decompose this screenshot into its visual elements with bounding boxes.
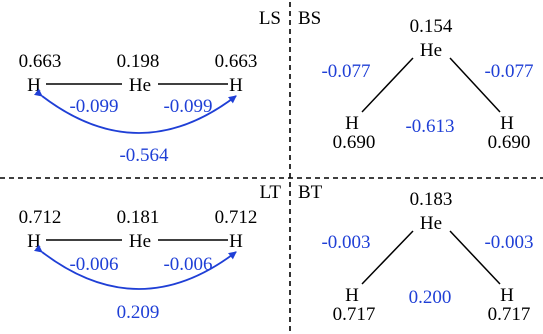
atom-bs-h-left: H — [345, 113, 359, 134]
spin-lt-he: 0.181 — [117, 207, 160, 228]
arc-ls-h-h — [34, 88, 237, 134]
panel-tag-bs: BS — [298, 8, 321, 29]
bond-bs-left — [361, 57, 414, 113]
atom-bt-h-left: H — [345, 285, 359, 306]
atom-ls-he: He — [129, 75, 151, 96]
coupling-ls-h-h: -0.564 — [119, 145, 169, 166]
coupling-lt-left: -0.006 — [69, 254, 118, 275]
atom-bt-h-right: H — [500, 285, 514, 306]
atom-lt-he: He — [129, 231, 151, 252]
panel-lt: LT 0.712 0.181 0.712 H He H -0.006 -0.00… — [19, 182, 282, 323]
arc-lt-h-h — [34, 244, 237, 290]
spin-bt-h-right: 0.717 — [488, 304, 531, 325]
atom-lt-h-right: H — [229, 231, 243, 252]
coupling-bt-left: -0.003 — [321, 232, 370, 253]
spin-lt-h-left: 0.712 — [19, 207, 62, 228]
spin-lt-h-right: 0.712 — [215, 207, 258, 228]
spin-ls-he: 0.198 — [117, 51, 160, 72]
panel-bt: BT 0.183 He -0.003 -0.003 H H 0.717 0.71… — [298, 182, 534, 325]
bond-bs-right — [449, 57, 501, 113]
spin-bs-h-left: 0.690 — [333, 132, 376, 153]
atom-bs-he: He — [420, 40, 442, 61]
spin-ls-h-right: 0.663 — [215, 51, 258, 72]
panel-tag-bt: BT — [298, 182, 323, 203]
spin-bs-he: 0.154 — [410, 16, 453, 37]
panel-tag-lt: LT — [260, 182, 282, 203]
coupling-bs-right: -0.077 — [484, 61, 533, 82]
bond-bt-right — [449, 230, 501, 285]
coupling-bs-left: -0.077 — [321, 61, 370, 82]
spin-bt-h-left: 0.717 — [333, 304, 376, 325]
atom-bt-he: He — [420, 213, 442, 234]
coupling-bt-right: -0.003 — [484, 232, 533, 253]
atom-ls-h-left: H — [27, 75, 41, 96]
atom-bs-h-right: H — [500, 113, 514, 134]
spin-ls-h-left: 0.663 — [19, 51, 62, 72]
spin-bt-he: 0.183 — [410, 189, 453, 210]
atom-lt-h-left: H — [27, 231, 41, 252]
coupling-lt-h-h: 0.209 — [117, 302, 160, 323]
panel-tag-ls: LS — [259, 8, 281, 29]
coupling-bt-h-h: 0.200 — [409, 287, 452, 308]
panel-bs: BS 0.154 He -0.077 -0.077 H H 0.690 0.69… — [298, 8, 534, 153]
coupling-ls-left: -0.099 — [69, 96, 118, 117]
spin-bs-h-right: 0.690 — [488, 132, 531, 153]
bond-bt-left — [361, 230, 414, 285]
coupling-ls-right: -0.099 — [163, 96, 212, 117]
panel-ls: LS 0.663 0.198 0.663 H He H -0.099 -0.09… — [19, 8, 281, 166]
coupling-bs-h-h: -0.613 — [405, 116, 454, 137]
atom-ls-h-right: H — [229, 75, 243, 96]
